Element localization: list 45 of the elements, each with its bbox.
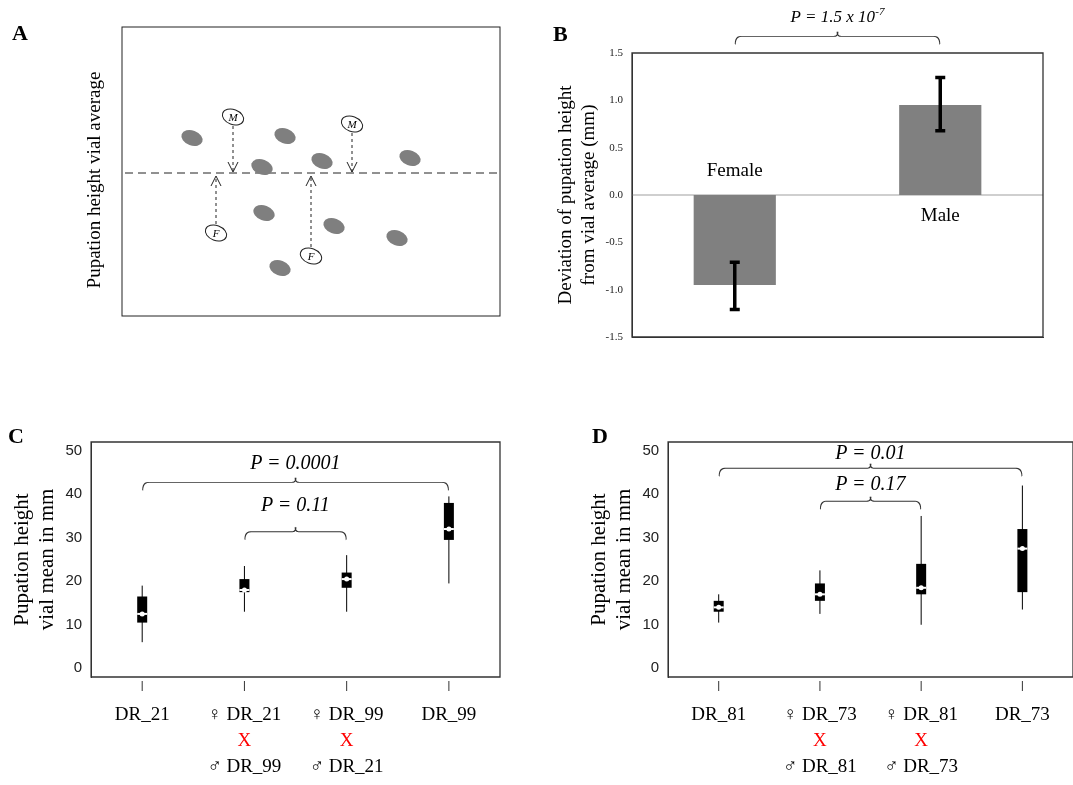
y-tick-label: 0.0	[609, 187, 624, 200]
y-tick-label: 30	[65, 527, 83, 545]
y-axis-title: Pupation height vial mean in mm	[586, 488, 636, 631]
annotation: P = 0.11	[259, 493, 330, 516]
x-tick-label: DR_99	[421, 702, 477, 724]
y-tick-label: -0.5	[605, 235, 624, 248]
y-tick-label: -1.0	[605, 282, 624, 295]
y-tick-label: 20	[642, 571, 660, 589]
chart-title: D	[592, 422, 608, 448]
text: M	[346, 118, 358, 130]
annotation: P = 0.0001	[249, 451, 341, 474]
y-tick-label: 1.0	[609, 93, 624, 106]
y-axis-title: Pupation height vial mean in mm	[9, 488, 59, 631]
text: Pupation height vial average	[83, 71, 105, 289]
y-tick-label: 10	[642, 614, 660, 632]
y-tick-label: 1.5	[609, 45, 624, 58]
annotation: P = 0.01	[834, 440, 906, 463]
x-tick-label: DR_81	[691, 702, 747, 724]
x-tick-label: DR_21	[114, 702, 170, 724]
y-tick-label: 50	[642, 440, 660, 458]
x-tick-label: ♀ DR_73 X ♂ DR_81	[782, 702, 857, 776]
y-tick-label: 0	[73, 658, 83, 676]
x-tick-label: Male	[920, 204, 960, 226]
y-tick-label: 40	[642, 484, 660, 502]
x-tick-label: DR_73	[994, 702, 1050, 724]
chart-title: B	[553, 20, 568, 46]
text: F	[306, 250, 315, 262]
y-tick-label: 30	[642, 527, 660, 545]
x-tick-label: ♀ DR_21 X ♂ DR_99	[207, 702, 282, 776]
x-tick-label: ♀ DR_81 X ♂ DR_73	[884, 702, 959, 776]
annotation: P = 0.17	[834, 472, 907, 495]
chart-title: C	[8, 422, 24, 448]
y-tick-label: 50	[65, 440, 83, 458]
y-tick-label: 0.5	[609, 140, 624, 153]
x-tick-label: Female	[706, 159, 763, 181]
y-tick-label: 40	[65, 484, 83, 502]
text: M	[227, 111, 239, 123]
y-axis-title: Deviation of pupation height from vial average (mm)	[554, 84, 600, 305]
text: A	[12, 20, 28, 46]
text: F	[211, 227, 220, 239]
y-tick-label: -1.5	[605, 329, 624, 342]
x-tick-label: ♀ DR_99 X ♂ DR_21	[309, 702, 384, 776]
y-tick-label: 20	[65, 571, 83, 589]
y-tick-label: 10	[65, 614, 83, 632]
y-tick-label: 0	[650, 658, 660, 676]
